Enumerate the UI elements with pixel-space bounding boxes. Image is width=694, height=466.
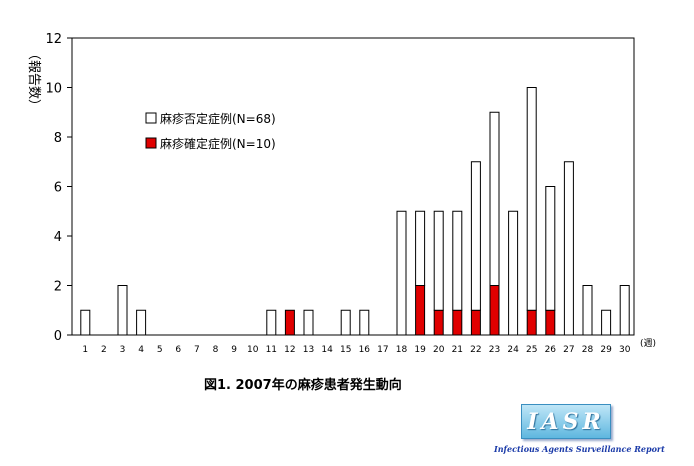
bar-negative-week-16 (359, 309, 370, 336)
x-tick-label: 29 (600, 345, 612, 355)
bar-negative-week-15 (340, 309, 351, 336)
x-tick-label: 17 (377, 345, 388, 355)
plot-area (71, 37, 635, 336)
bar-confirmed-week-22 (470, 309, 481, 336)
legend-swatch-negative (145, 112, 157, 124)
x-tick-label: 7 (194, 345, 200, 355)
bar-confirmed-week-23 (489, 285, 500, 336)
y-tick-label: 0 (54, 329, 62, 344)
x-tick-label: 28 (582, 345, 594, 355)
bars (80, 87, 630, 336)
bar-confirmed-week-20 (433, 309, 444, 336)
bar-confirmed-week-12 (284, 309, 295, 336)
bar-negative-week-23 (489, 111, 500, 286)
bar-negative-week-27 (563, 161, 574, 336)
x-tick-label: 25 (526, 345, 537, 355)
x-tick-label: 30 (619, 345, 631, 355)
bar-negative-week-29 (601, 309, 612, 336)
iasr-subtitle: Infectious Agents Surveillance Report (494, 444, 665, 454)
bar-negative-week-20 (433, 210, 444, 311)
y-tick-label: 12 (45, 32, 62, 47)
x-tick-label: 15 (340, 345, 351, 355)
x-tick-label: 6 (175, 345, 181, 355)
y-tick-label: 10 (45, 82, 62, 97)
legend-swatch-confirmed (145, 137, 157, 149)
x-axis: 1 2 3 4 5 6 7 8 9 10 11 12 13 14 15 16 17 18 19 20 21 22 23 24 2… (82, 345, 630, 355)
bar-confirmed-week-25 (526, 309, 537, 336)
x-tick-label: 23 (489, 345, 500, 355)
y-tick-label: 6 (54, 181, 62, 196)
bar-negative-week-30 (619, 285, 630, 336)
bar-negative-week-24 (508, 210, 519, 336)
x-tick-label: 8 (213, 345, 219, 355)
bar-negative-week-18 (396, 210, 407, 336)
y-axis: 0 2 4 6 8 10 12 (45, 32, 72, 344)
bar-confirmed-week-21 (452, 309, 463, 336)
x-tick-label: 16 (359, 345, 371, 355)
x-tick-label: 27 (563, 345, 574, 355)
x-tick-label: 9 (231, 345, 237, 355)
legend-label-confirmed: 麻疹確定症例(N=10) (160, 136, 276, 151)
bar-confirmed-week-26 (545, 309, 556, 336)
x-tick-label: 2 (101, 345, 107, 355)
x-tick-label: 3 (120, 345, 126, 355)
x-tick-label: 26 (545, 345, 557, 355)
x-tick-label: 5 (157, 345, 163, 355)
x-tick-label: 22 (470, 345, 481, 355)
bar-negative-week-1 (80, 309, 91, 336)
y-tick-label: 8 (54, 131, 62, 146)
bar-negative-week-28 (582, 285, 593, 336)
x-tick-label: 20 (433, 345, 445, 355)
y-axis-label: （報告数） (26, 47, 41, 112)
legend: 麻疹否定症例(N=68) 麻疹確定症例(N=10) (145, 111, 276, 151)
x-tick-label: 21 (452, 345, 463, 355)
x-axis-unit: (週) (640, 338, 656, 349)
bar-confirmed-week-19 (415, 285, 426, 336)
bar-negative-week-13 (303, 309, 314, 336)
bar-negative-week-22 (470, 161, 481, 311)
bar-negative-week-19 (415, 210, 426, 286)
x-tick-label: 10 (247, 345, 259, 355)
y-tick-label: 4 (54, 230, 62, 245)
iasr-logo: IASR (521, 404, 611, 439)
bar-negative-week-25 (526, 87, 537, 311)
x-tick-label: 12 (284, 345, 295, 355)
bar-negative-week-26 (545, 186, 556, 311)
legend-label-negative: 麻疹否定症例(N=68) (160, 111, 276, 126)
x-tick-label: 11 (266, 345, 277, 355)
bar-negative-week-3 (117, 285, 128, 336)
x-tick-label: 13 (303, 345, 314, 355)
bar-negative-week-4 (136, 309, 147, 336)
x-tick-label: 19 (414, 345, 426, 355)
bar-negative-week-11 (266, 309, 277, 336)
chart-title: 図1. 2007年の麻疹患者発生動向 (204, 378, 402, 393)
x-tick-label: 4 (138, 345, 144, 355)
iasr-logo-text: IASR (527, 408, 605, 435)
x-tick-label: 18 (396, 345, 408, 355)
x-tick-label: 14 (321, 345, 333, 355)
x-tick-label: 24 (507, 345, 519, 355)
bar-negative-week-21 (452, 210, 463, 311)
y-tick-label: 2 (54, 280, 62, 295)
x-tick-label: 1 (82, 345, 88, 355)
